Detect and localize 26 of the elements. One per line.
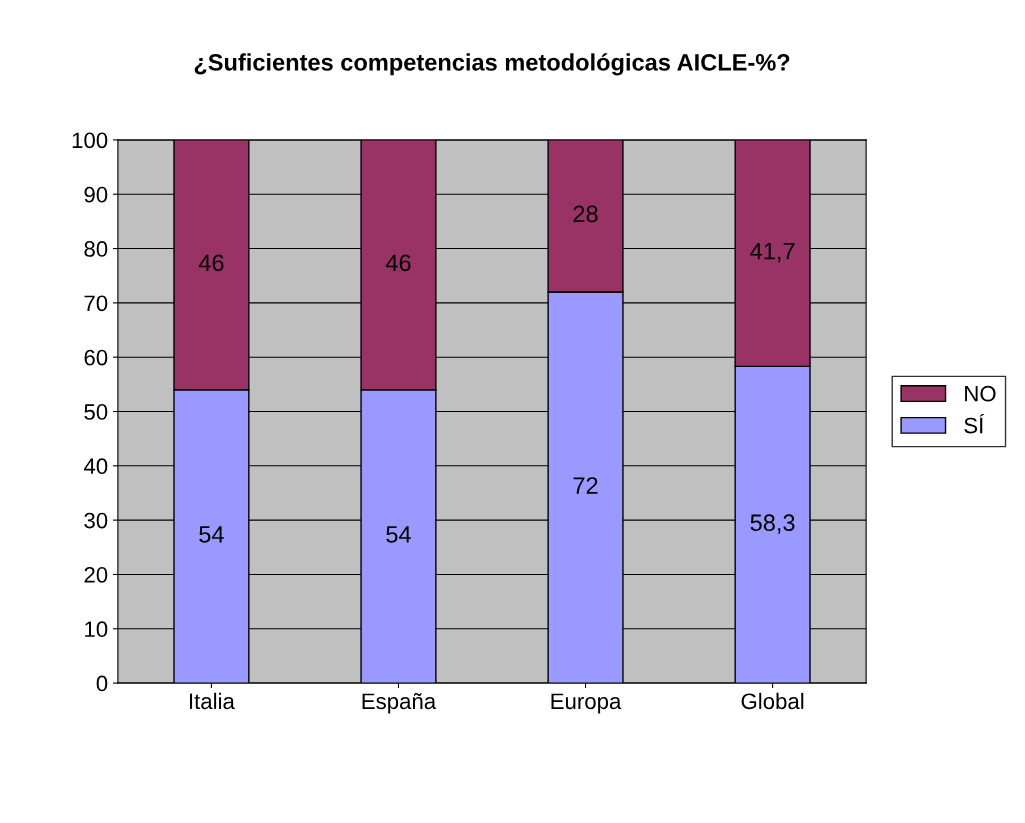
y-tick-label: 70 [84,295,108,312]
y-tick-label: 20 [84,566,108,583]
x-tick-label: Italia [189,692,235,710]
data-label: 58,3 [750,514,795,534]
y-tick-label: 60 [84,349,108,366]
data-label: 46 [198,254,224,272]
y-tick-label: 80 [84,241,108,257]
x-tick-label: España [362,692,437,714]
data-label: 54 [386,526,411,543]
y-tick-label: 30 [84,512,108,529]
chart-title: ¿Suficientes competencias metodológicas AICLE-%? [194,53,790,76]
data-label: 72 [573,477,598,494]
x-tick-label: Europa [551,693,622,714]
legend-label: NO [965,385,996,402]
y-tick-label: 100 [72,132,108,149]
data-label: 41,7 [750,243,795,263]
x-tick-label: Global [741,692,804,710]
y-tick-label: 10 [85,621,108,638]
data-label: 28 [573,205,598,223]
y-tick-label: 40 [83,458,108,475]
y-tick-label: 90 [84,186,108,203]
y-tick-label: 0 [96,675,108,692]
data-label: 46 [385,254,411,272]
y-tick-label: 50 [84,404,108,420]
legend-label: SÍ [964,413,985,434]
data-label: 54 [199,526,224,543]
